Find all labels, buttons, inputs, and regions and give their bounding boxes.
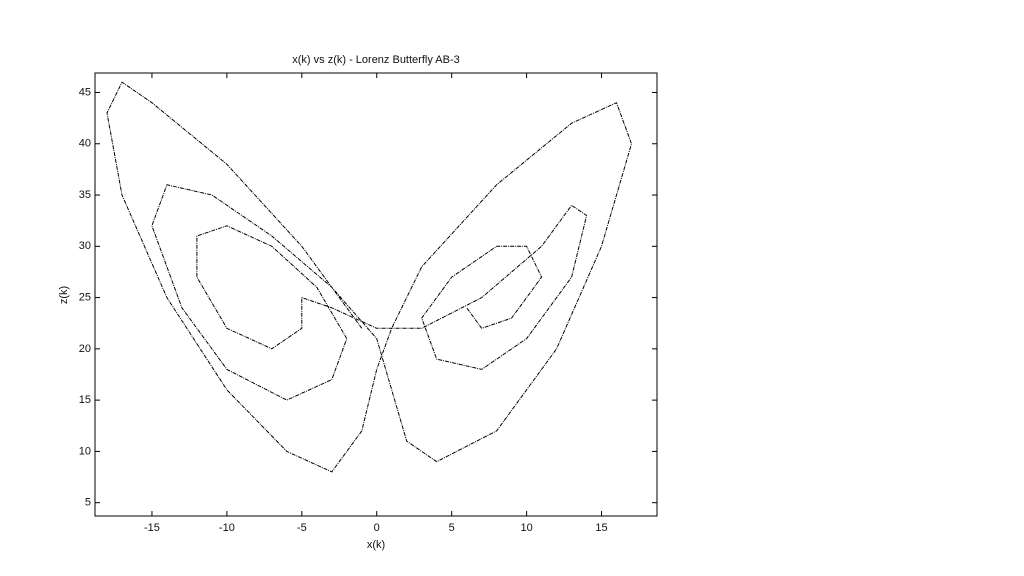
x-axis-label: x(k) bbox=[367, 539, 385, 551]
x-tick-label: -15 bbox=[144, 522, 160, 534]
y-tick-label: 35 bbox=[79, 189, 91, 201]
y-tick-label: 25 bbox=[79, 291, 91, 303]
x-tick-label: 15 bbox=[595, 522, 607, 534]
y-tick-label: 30 bbox=[79, 240, 91, 252]
x-tick-label: 5 bbox=[449, 522, 455, 534]
y-tick-label: 45 bbox=[79, 86, 91, 98]
y-tick-label: 40 bbox=[79, 138, 91, 150]
y-axis-label: z(k) bbox=[58, 286, 70, 304]
plot-frame bbox=[94, 72, 658, 517]
y-tick-label: 5 bbox=[85, 497, 91, 509]
y-tick-label: 15 bbox=[79, 394, 91, 406]
y-tick-label: 10 bbox=[79, 445, 91, 457]
x-tick-label: -5 bbox=[297, 522, 307, 534]
chart-title: x(k) vs z(k) - Lorenz Butterfly AB-3 bbox=[292, 54, 459, 66]
x-tick-label: 0 bbox=[374, 522, 380, 534]
y-tick-label: 20 bbox=[79, 343, 91, 355]
x-tick-label: 10 bbox=[520, 522, 532, 534]
x-tick-label: -10 bbox=[219, 522, 235, 534]
